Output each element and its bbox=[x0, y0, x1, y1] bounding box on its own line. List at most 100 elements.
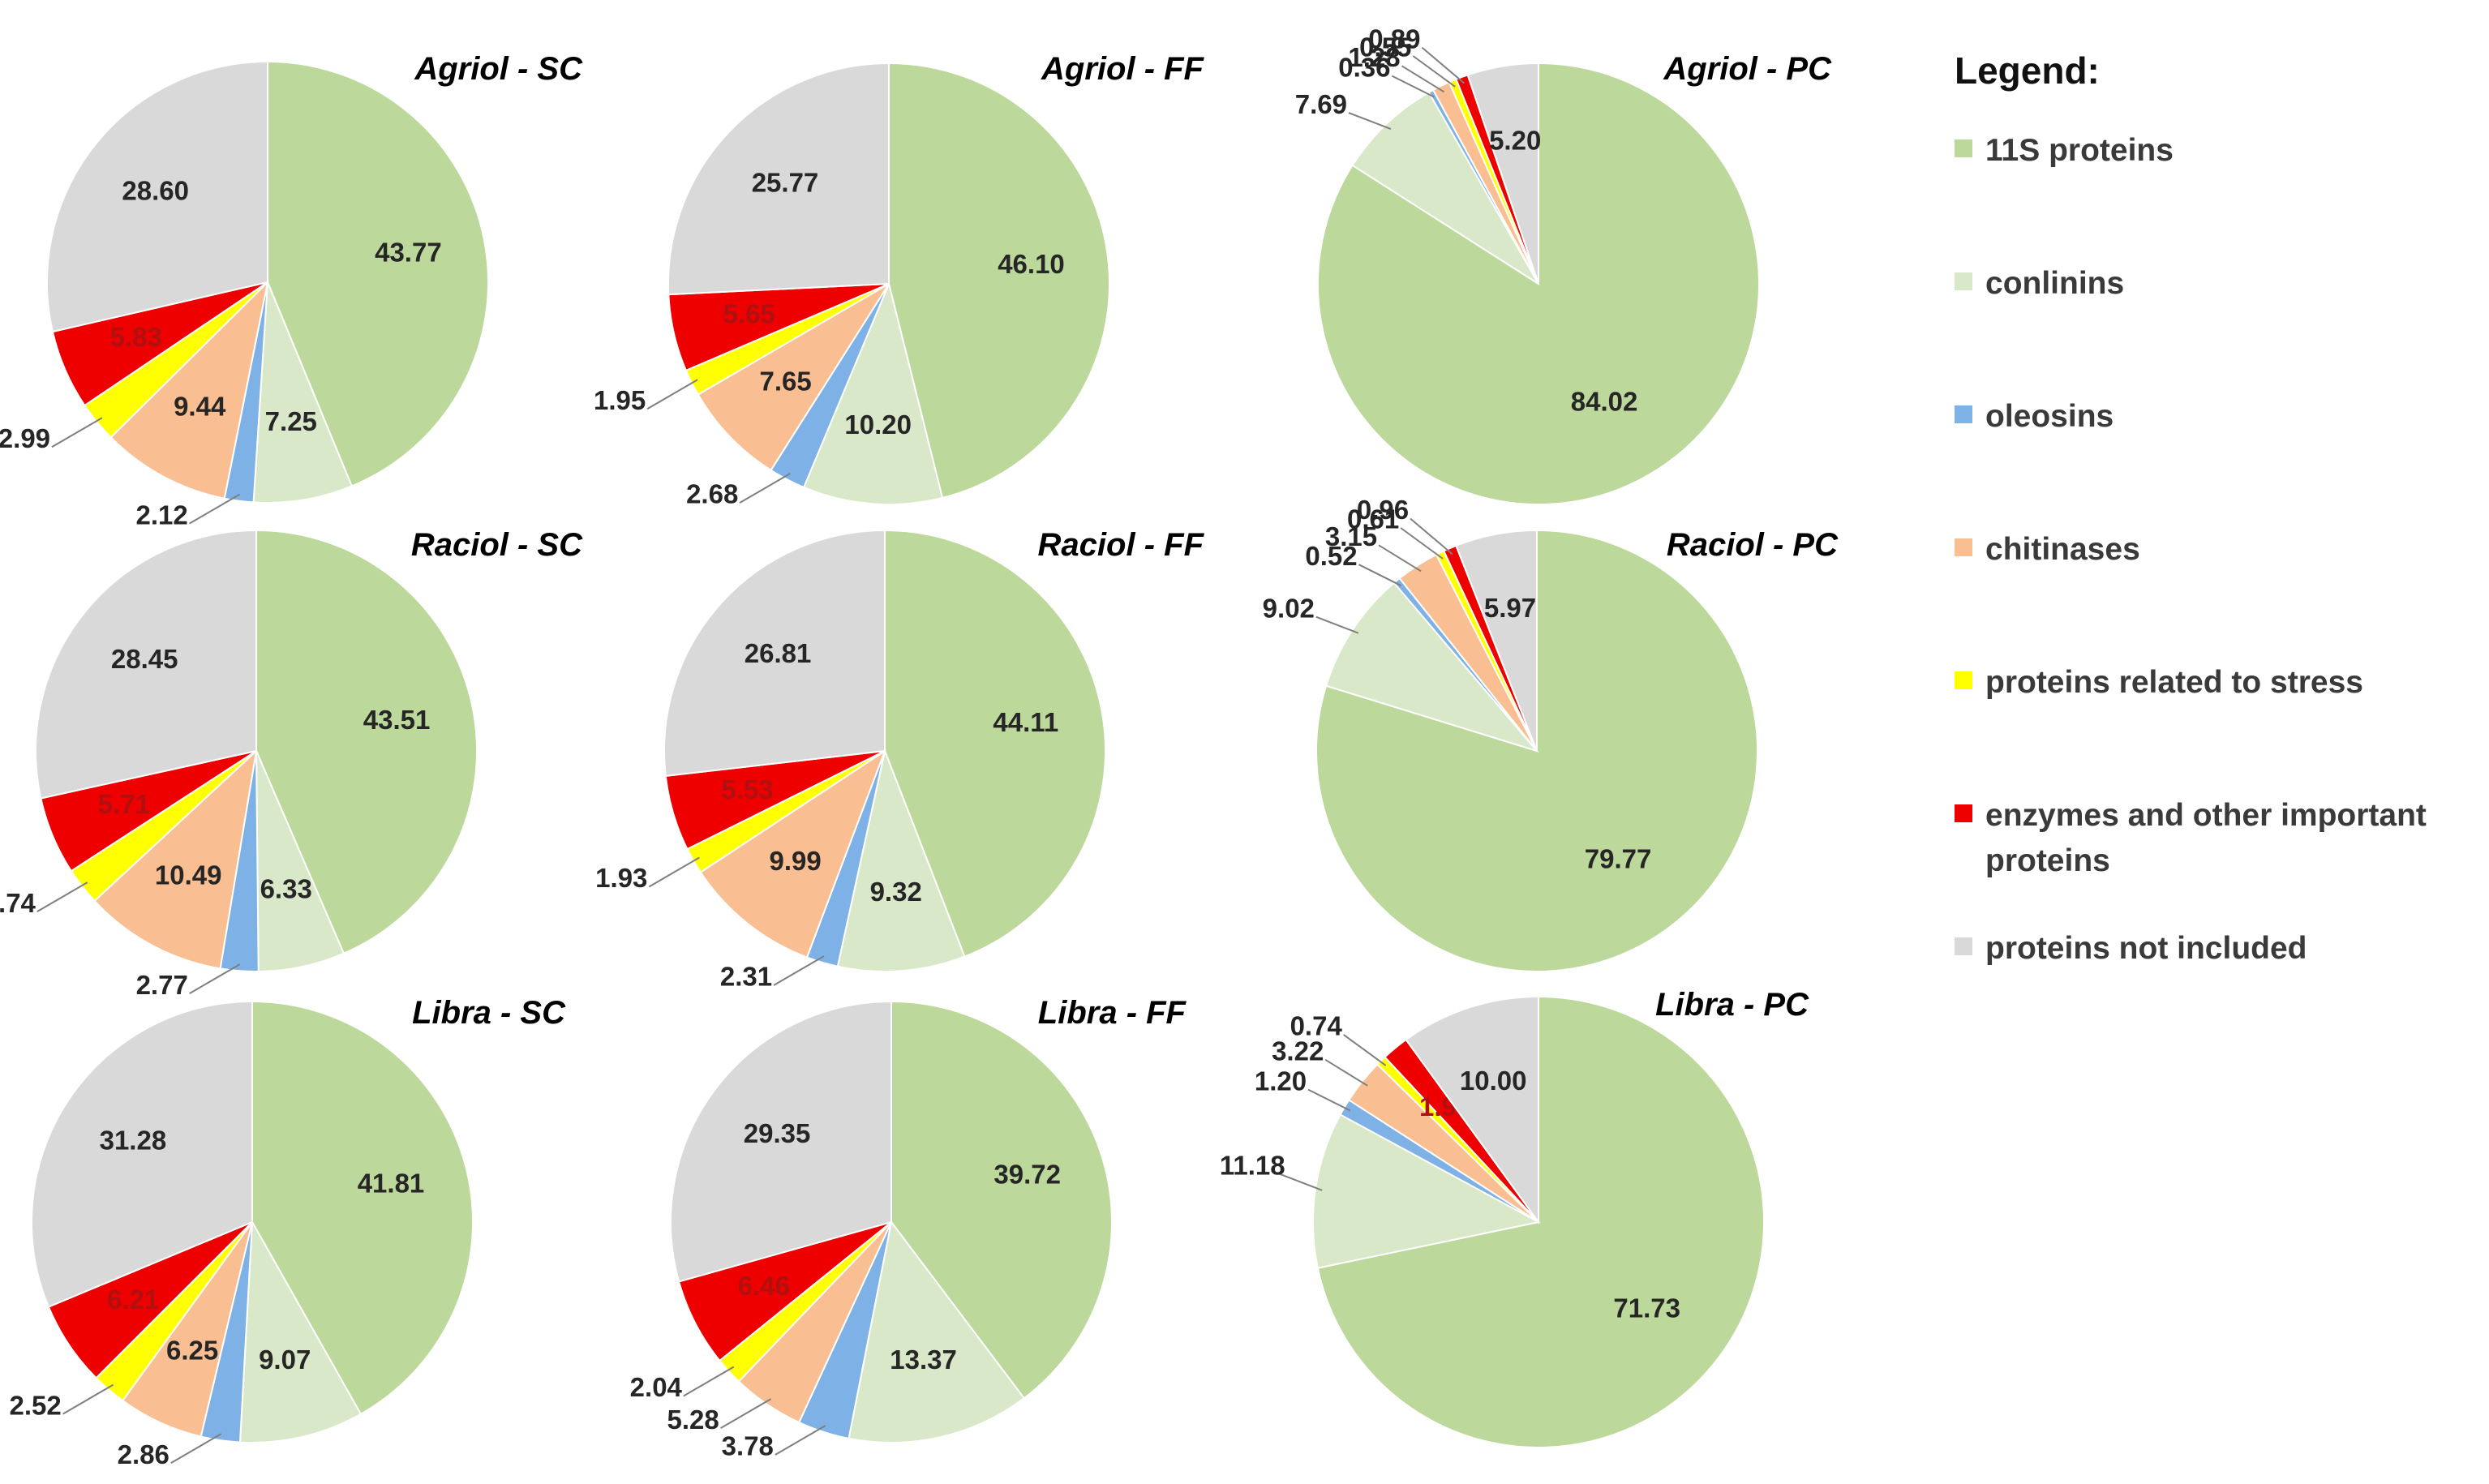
leader-line bbox=[189, 963, 241, 994]
data-label-11s: 43.51 bbox=[363, 705, 431, 735]
data-label-stress: 2.52 bbox=[9, 1390, 61, 1420]
pie-slice-notincluded bbox=[35, 529, 257, 800]
legend-label-oleosins: oleosins bbox=[1985, 399, 2114, 434]
data-label-11s: 43.77 bbox=[375, 237, 442, 267]
pie-slice-chitinases bbox=[699, 748, 887, 959]
leader-line bbox=[189, 493, 241, 525]
data-label-11s: 46.10 bbox=[998, 249, 1065, 279]
leader-line bbox=[1324, 1058, 1368, 1087]
leader-line bbox=[1412, 55, 1456, 88]
data-label-notincluded: 5.97 bbox=[1484, 593, 1536, 623]
data-label-chitinases: 1.28 bbox=[1348, 42, 1400, 72]
leader-line bbox=[1307, 1088, 1351, 1112]
data-label-chitinases: 10.49 bbox=[155, 860, 222, 890]
data-label-stress: 2.04 bbox=[630, 1372, 683, 1402]
leader-line bbox=[739, 473, 791, 504]
legend-label-stress: proteins related to stress bbox=[1985, 665, 2363, 700]
data-label-stress: 2.99 bbox=[0, 423, 50, 453]
pie-slice-notincluded bbox=[46, 60, 268, 333]
legend-item-11s: 11S proteins bbox=[1955, 128, 2482, 261]
data-label-chitinases: 3.22 bbox=[1272, 1036, 1324, 1066]
data-label-oleosins: 0.52 bbox=[1305, 541, 1357, 571]
legend-item-notincluded: proteins not included bbox=[1955, 926, 2482, 1059]
pie-slice-11s bbox=[884, 529, 1107, 958]
pie-slice-11s bbox=[267, 60, 489, 487]
data-label-conlinins: 11.18 bbox=[1220, 1151, 1285, 1181]
leader-line bbox=[720, 1398, 772, 1429]
pie-slice-11s bbox=[1316, 995, 1765, 1448]
data-label-conlinins: 9.02 bbox=[1263, 593, 1315, 623]
data-label-stress: 0.74 bbox=[1290, 1011, 1343, 1041]
legend-items: 11S proteins conlinins oleosins chitinases p… bbox=[1955, 128, 2482, 1059]
pie-title: Libra - FF bbox=[1038, 995, 1187, 1031]
pie-slice-notincluded bbox=[31, 1000, 253, 1308]
data-label-notincluded: 28.60 bbox=[122, 176, 189, 206]
data-label-oleosins: 2.12 bbox=[135, 500, 187, 530]
pie-slice-11s bbox=[251, 1000, 474, 1416]
pie-chart-5: 44.11 9.32 2.31 9.99 1.93 5.53 26.81 Raciol - F… bbox=[595, 527, 1204, 992]
pie-slice-11s bbox=[890, 1000, 1113, 1400]
pie-chart-4: 43.51 6.33 2.77 10.49 2.74 5.71 28.45 Raciol - … bbox=[0, 527, 583, 1000]
pie-slice-notincluded bbox=[1455, 529, 1538, 752]
data-label-11s: 41.81 bbox=[358, 1169, 425, 1199]
pie-title: Raciol - FF bbox=[1038, 527, 1205, 563]
data-label-notincluded: 26.81 bbox=[745, 638, 812, 668]
data-label-11s: 71.73 bbox=[1613, 1293, 1680, 1323]
leader-line bbox=[648, 856, 700, 888]
data-label-conlinins: 9.32 bbox=[870, 877, 922, 907]
data-label-oleosins: 0.36 bbox=[1338, 52, 1390, 82]
data-label-enzymes: 5.53 bbox=[721, 774, 773, 804]
leader-line bbox=[1391, 75, 1435, 98]
pie-slice-notincluded bbox=[667, 62, 890, 296]
pie-slice-notincluded bbox=[670, 1000, 892, 1283]
data-label-enzymes: 0.89 bbox=[1368, 24, 1420, 54]
legend-item-stress: proteins related to stress bbox=[1955, 660, 2482, 793]
leader-line bbox=[773, 955, 825, 986]
data-label-stress: 1.93 bbox=[595, 863, 647, 893]
pie-title: Agriol - SC bbox=[414, 51, 583, 87]
data-label-notincluded: 25.77 bbox=[752, 168, 819, 198]
legend-label-notincluded: proteins not included bbox=[1985, 931, 2307, 966]
data-label-chitinases: 5.28 bbox=[667, 1405, 719, 1435]
data-label-11s: 84.02 bbox=[1571, 387, 1638, 417]
data-label-oleosins: 3.78 bbox=[722, 1431, 774, 1461]
data-label-chitinases: 9.99 bbox=[769, 846, 821, 876]
leader-line bbox=[1421, 46, 1466, 84]
pie-slice-conlinins bbox=[238, 1219, 363, 1443]
data-label-oleosins: 2.86 bbox=[118, 1439, 170, 1469]
data-label-stress: 2.74 bbox=[0, 888, 36, 918]
legend-item-enzymes: enzymes and other important proteins bbox=[1955, 793, 2482, 926]
leader-line bbox=[1410, 517, 1453, 555]
data-label-conlinins: 7.25 bbox=[265, 406, 317, 436]
data-label-conlinins: 9.07 bbox=[259, 1345, 311, 1375]
data-label-chitinases: 7.65 bbox=[759, 366, 811, 396]
data-label-11s: 79.77 bbox=[1585, 843, 1652, 873]
pie-slice-11s bbox=[1315, 529, 1758, 972]
pie-charts-grid: 43.77 7.25 2.12 9.44 2.99 5.83 28.60 Agriol - S… bbox=[0, 24, 1839, 1469]
data-label-stress: 0.55 bbox=[1359, 32, 1411, 62]
data-label-conlinins: 6.33 bbox=[260, 874, 312, 904]
leader-line bbox=[775, 1425, 826, 1456]
data-label-notincluded: 28.45 bbox=[111, 644, 178, 674]
pie-title: Libra - SC bbox=[412, 995, 566, 1031]
legend-item-oleosins: oleosins bbox=[1955, 394, 2482, 527]
pie-slice-chitinases bbox=[109, 279, 269, 500]
pie-title: Libra - PC bbox=[1655, 987, 1809, 1023]
pie-slice-conlinins bbox=[252, 281, 354, 504]
legend-swatch-11s bbox=[1955, 139, 1972, 157]
leader-line bbox=[62, 1383, 114, 1415]
pie-slice-conlinins bbox=[848, 1220, 1026, 1443]
leader-line bbox=[36, 881, 88, 912]
pie-slice-notincluded bbox=[663, 529, 886, 777]
legend-swatch-stress bbox=[1955, 671, 1972, 689]
legend-title: Legend: bbox=[1955, 49, 2100, 92]
pie-slice-conlinins bbox=[1324, 581, 1539, 753]
pie-slice-conlinins bbox=[836, 748, 966, 972]
data-label-oleosins: 1.20 bbox=[1255, 1066, 1307, 1096]
data-label-oleosins: 2.31 bbox=[720, 962, 772, 992]
pie-slice-11s bbox=[255, 529, 478, 955]
leader-line bbox=[1401, 65, 1445, 93]
data-label-stress: 0.61 bbox=[1347, 504, 1399, 534]
leader-line bbox=[1400, 527, 1444, 560]
